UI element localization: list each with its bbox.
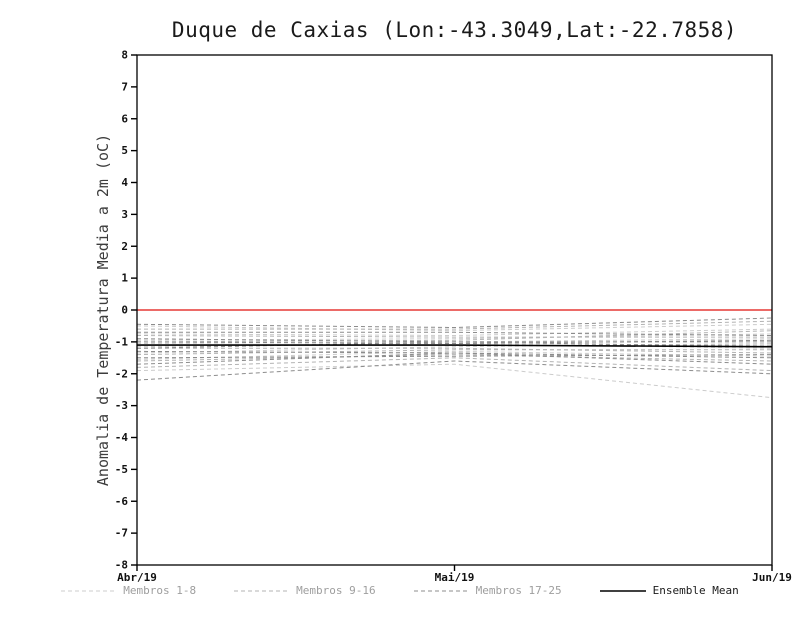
legend-item: Membros 17-25 — [413, 584, 562, 597]
y-tick-label: -3 — [115, 399, 128, 412]
y-tick-label: 1 — [121, 272, 128, 285]
legend-item: Ensemble Mean — [599, 584, 739, 597]
member-line — [136, 335, 772, 338]
ensemble-mean-line — [137, 344, 773, 348]
member-line — [136, 317, 773, 329]
legend-item: Membros 9-16 — [234, 584, 376, 597]
x-tick-label: Mai/19 — [435, 571, 475, 584]
member-line — [136, 341, 773, 349]
legend-item: Membros 1-8 — [61, 584, 196, 597]
member-line — [136, 349, 772, 356]
y-tick-label: -4 — [115, 431, 129, 444]
y-tick-label: 4 — [121, 176, 128, 189]
y-tick-label: 6 — [121, 112, 128, 125]
y-tick-label: -2 — [115, 367, 128, 380]
member-line — [136, 357, 773, 372]
legend-line-sample — [413, 590, 469, 591]
legend-label: Membros 9-16 — [296, 584, 376, 597]
member-line — [137, 347, 773, 354]
legend-label: Membros 1-8 — [123, 584, 197, 597]
member-line — [136, 328, 773, 337]
member-line — [136, 343, 773, 354]
member-line — [137, 331, 773, 336]
member-line — [136, 354, 773, 362]
member-line — [136, 352, 773, 365]
member-line — [136, 330, 773, 343]
member-line — [136, 363, 773, 399]
y-tick-label: 0 — [121, 304, 128, 317]
member-line — [136, 323, 773, 332]
legend-line-sample — [599, 589, 646, 592]
y-tick-label: 3 — [121, 208, 128, 221]
chart-title: Duque de Caxias (Lon:-43.3049,Lat:-22.78… — [171, 18, 738, 42]
y-tick-label: 7 — [121, 80, 128, 93]
legend: Membros 1-8 Membros 9-16 Membros 17-25 Ense… — [0, 584, 800, 597]
legend-label: Membros 17-25 — [475, 584, 562, 597]
y-tick-label: -5 — [115, 463, 128, 476]
member-line — [136, 360, 773, 381]
member-line — [136, 350, 773, 360]
y-tick-label: 8 — [121, 49, 128, 62]
x-tick-label: Jun/19 — [752, 571, 792, 584]
member-line — [137, 320, 773, 330]
x-tick-label: Abr/19 — [117, 571, 157, 584]
y-tick-label: -1 — [115, 335, 129, 348]
legend-line-sample — [234, 590, 290, 591]
y-tick-label: -8 — [115, 559, 128, 572]
y-tick-label: 5 — [121, 144, 128, 157]
member-line — [136, 339, 773, 345]
legend-label: Ensemble Mean — [652, 584, 739, 597]
member-line — [136, 354, 773, 359]
legend-line-sample — [61, 590, 117, 591]
y-tick-label: -7 — [115, 527, 128, 540]
y-tick-label: 2 — [121, 240, 128, 253]
y-tick-label: -6 — [115, 495, 129, 508]
